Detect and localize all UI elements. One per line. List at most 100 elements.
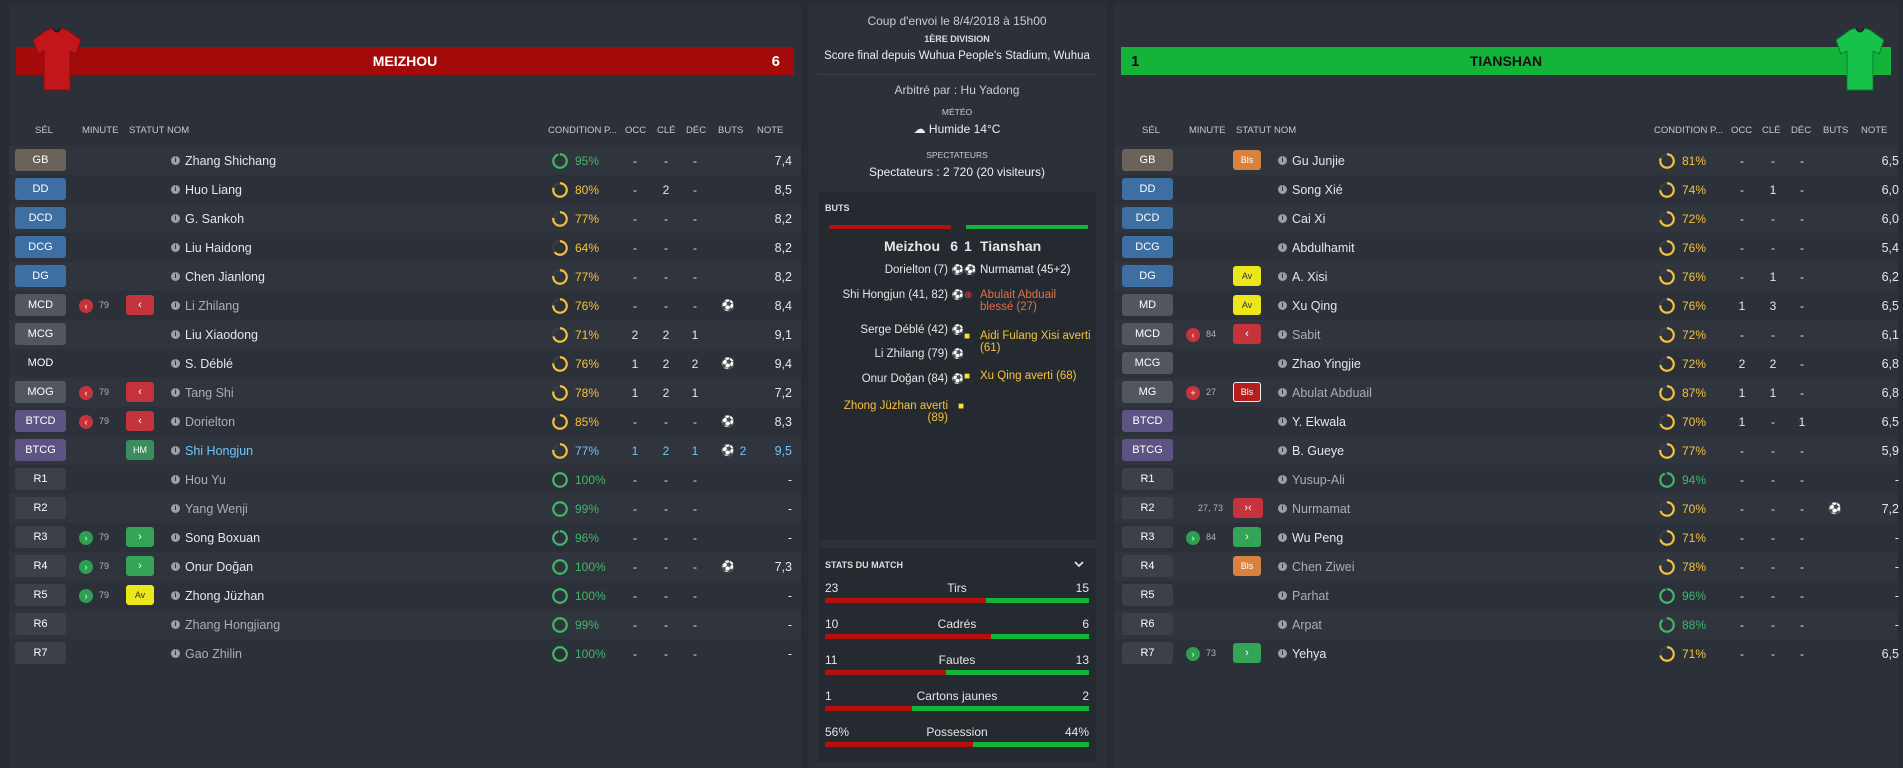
player-name[interactable]: Liu Xiaodong xyxy=(185,328,258,342)
player-row[interactable]: DG Av i A. Xisi 76% - 1 - 6,2 xyxy=(1114,262,1899,291)
position-badge[interactable]: MCD xyxy=(15,294,66,316)
info-icon[interactable]: i xyxy=(171,562,180,571)
col-sel[interactable]: SÉL xyxy=(1142,125,1160,136)
player-row[interactable]: R5 › 79 Av i Zhong Jüzhan 100% - - - - xyxy=(9,581,801,610)
player-row[interactable]: MD Av i Xu Qing 76% 1 3 - 6,5 xyxy=(1114,291,1899,320)
position-badge[interactable]: DG xyxy=(15,265,66,287)
col-occ[interactable]: OCC xyxy=(625,125,647,136)
player-name[interactable]: Liu Haidong xyxy=(185,241,252,255)
position-badge[interactable]: DG xyxy=(1122,265,1173,287)
position-badge[interactable]: R1 xyxy=(1122,468,1173,490)
col-cle[interactable]: CLÉ xyxy=(657,125,676,136)
info-icon[interactable]: i xyxy=(171,359,180,368)
player-row[interactable]: MOD i S. Déblé 76% 1 2 2 ⚽ 9,4 xyxy=(9,349,801,378)
col-minute[interactable]: MINUTE xyxy=(1189,125,1226,136)
position-badge[interactable]: R4 xyxy=(1122,555,1173,577)
player-name[interactable]: Gao Zhilin xyxy=(185,647,242,661)
position-badge[interactable]: MOD xyxy=(27,357,54,369)
position-badge[interactable]: R5 xyxy=(15,584,66,606)
player-name[interactable]: Arpat xyxy=(1292,618,1322,632)
position-badge[interactable]: MG xyxy=(1122,381,1173,403)
col-occ[interactable]: OCC xyxy=(1731,125,1753,136)
player-name[interactable]: Yusup-Ali xyxy=(1292,473,1345,487)
player-row[interactable]: BTCG HM i Shi Hongjun 77% 1 2 1 ⚽ 2 9,5 xyxy=(9,436,801,465)
position-badge[interactable]: BTCG xyxy=(15,439,66,461)
position-badge[interactable]: R6 xyxy=(1122,613,1173,635)
player-row[interactable]: DCD i Cai Xi 72% - - - 6,0 xyxy=(1114,204,1899,233)
player-row[interactable]: R3 › 79 › i Song Boxuan 96% - - - - xyxy=(9,523,801,552)
position-badge[interactable]: R1 xyxy=(15,468,66,490)
player-name[interactable]: Hou Yu xyxy=(185,473,226,487)
info-icon[interactable]: i xyxy=(171,272,180,281)
col-nom[interactable]: NOM xyxy=(1274,125,1297,136)
position-badge[interactable]: GB xyxy=(1122,149,1173,171)
position-badge[interactable]: R2 xyxy=(15,497,66,519)
player-row[interactable]: DD i Huo Liang 80% - 2 - 8,5 xyxy=(9,175,801,204)
player-row[interactable]: R5 i Parhat 96% - - - - xyxy=(1114,581,1899,610)
player-name[interactable]: Huo Liang xyxy=(185,183,242,197)
player-row[interactable]: R6 i Arpat 88% - - - - xyxy=(1114,610,1899,639)
player-name[interactable]: Cai Xi xyxy=(1292,212,1326,226)
info-icon[interactable]: i xyxy=(171,417,180,426)
player-name[interactable]: Parhat xyxy=(1292,589,1329,603)
player-row[interactable]: GB Bls i Gu Junjie 81% - - - 6,5 xyxy=(1114,146,1899,175)
player-row[interactable]: R3 › 84 › i Wu Peng 71% - - - - xyxy=(1114,523,1899,552)
info-icon[interactable]: i xyxy=(1278,562,1287,571)
position-badge[interactable]: GB xyxy=(15,149,66,171)
player-row[interactable]: MCD ‹ 79 ‹ i Li Zhilang 76% - - - ⚽ 8,4 xyxy=(9,291,801,320)
position-badge[interactable]: DCG xyxy=(1122,236,1173,258)
info-icon[interactable]: i xyxy=(171,214,180,223)
position-badge[interactable]: MCG xyxy=(15,323,66,345)
player-name[interactable]: Abulat Abduail xyxy=(1292,386,1372,400)
player-name[interactable]: Song Xié xyxy=(1292,183,1343,197)
info-icon[interactable]: i xyxy=(1278,156,1287,165)
info-icon[interactable]: i xyxy=(171,301,180,310)
chevron-down-icon[interactable] xyxy=(1073,558,1085,570)
player-row[interactable]: R1 i Yusup-Ali 94% - - - - xyxy=(1114,465,1899,494)
position-badge[interactable]: R6 xyxy=(15,613,66,635)
player-row[interactable]: DCG i Abdulhamit 76% - - - 5,4 xyxy=(1114,233,1899,262)
player-name[interactable]: Dorielton xyxy=(185,415,236,429)
info-icon[interactable]: i xyxy=(171,533,180,542)
position-badge[interactable]: R5 xyxy=(1122,584,1173,606)
col-condition[interactable]: CONDITION P... xyxy=(548,125,617,136)
position-badge[interactable]: R3 xyxy=(15,526,66,548)
info-icon[interactable]: i xyxy=(171,185,180,194)
position-badge[interactable]: BTCD xyxy=(1122,410,1173,432)
position-badge[interactable]: MCG xyxy=(1122,352,1173,374)
info-icon[interactable]: i xyxy=(171,649,180,658)
player-row[interactable]: R7 › 73 › i Yehya 71% - - - 6,5 xyxy=(1114,639,1899,668)
info-icon[interactable]: i xyxy=(1278,475,1287,484)
info-icon[interactable]: i xyxy=(1278,620,1287,629)
player-name[interactable]: Chen Jianlong xyxy=(185,270,265,284)
player-row[interactable]: BTCG i B. Gueye 77% - - - 5,9 xyxy=(1114,436,1899,465)
player-row[interactable]: R7 i Gao Zhilin 100% - - - - xyxy=(9,639,801,668)
col-dec[interactable]: DÉC xyxy=(686,125,707,136)
player-row[interactable]: MG +27 Bls i Abulat Abduail 87% 1 1 - 6,8 xyxy=(1114,378,1899,407)
player-name[interactable]: Zhong Jüzhan xyxy=(185,589,265,603)
col-dec[interactable]: DÉC xyxy=(1791,125,1812,136)
player-row[interactable]: MCD ‹ 84 ‹ i Sabit 72% - - - 6,1 xyxy=(1114,320,1899,349)
position-badge[interactable]: BTCD xyxy=(15,410,66,432)
position-badge[interactable]: DD xyxy=(15,178,66,200)
player-row[interactable]: DCD i G. Sankoh 77% - - - 8,2 xyxy=(9,204,801,233)
player-name[interactable]: Zhao Yingjie xyxy=(1292,357,1361,371)
player-name[interactable]: Onur Doğan xyxy=(185,560,254,574)
position-badge[interactable]: R2 xyxy=(1122,497,1173,519)
player-row[interactable]: BTCD ‹ 79 ‹ i Dorielton 85% - - - ⚽ 8,3 xyxy=(9,407,801,436)
info-icon[interactable]: i xyxy=(1278,301,1287,310)
player-row[interactable]: DG i Chen Jianlong 77% - - - 8,2 xyxy=(9,262,801,291)
info-icon[interactable]: i xyxy=(1278,185,1287,194)
player-row[interactable]: R6 i Zhang Hongjiang 99% - - - - xyxy=(9,610,801,639)
info-icon[interactable]: i xyxy=(171,388,180,397)
player-row[interactable]: R4 › 79 › i Onur Doğan 100% - - - ⚽ 7,3 xyxy=(9,552,801,581)
player-row[interactable]: GB i Zhang Shichang 95% - - - 7,4 xyxy=(9,146,801,175)
info-icon[interactable]: i xyxy=(1278,388,1287,397)
position-badge[interactable]: MOG xyxy=(15,381,66,403)
player-name[interactable]: Song Boxuan xyxy=(185,531,261,545)
position-badge[interactable]: R3 xyxy=(1122,526,1173,548)
info-icon[interactable]: i xyxy=(171,243,180,252)
info-icon[interactable]: i xyxy=(171,446,180,455)
info-icon[interactable]: i xyxy=(1278,446,1287,455)
player-row[interactable]: R1 i Hou Yu 100% - - - - xyxy=(9,465,801,494)
